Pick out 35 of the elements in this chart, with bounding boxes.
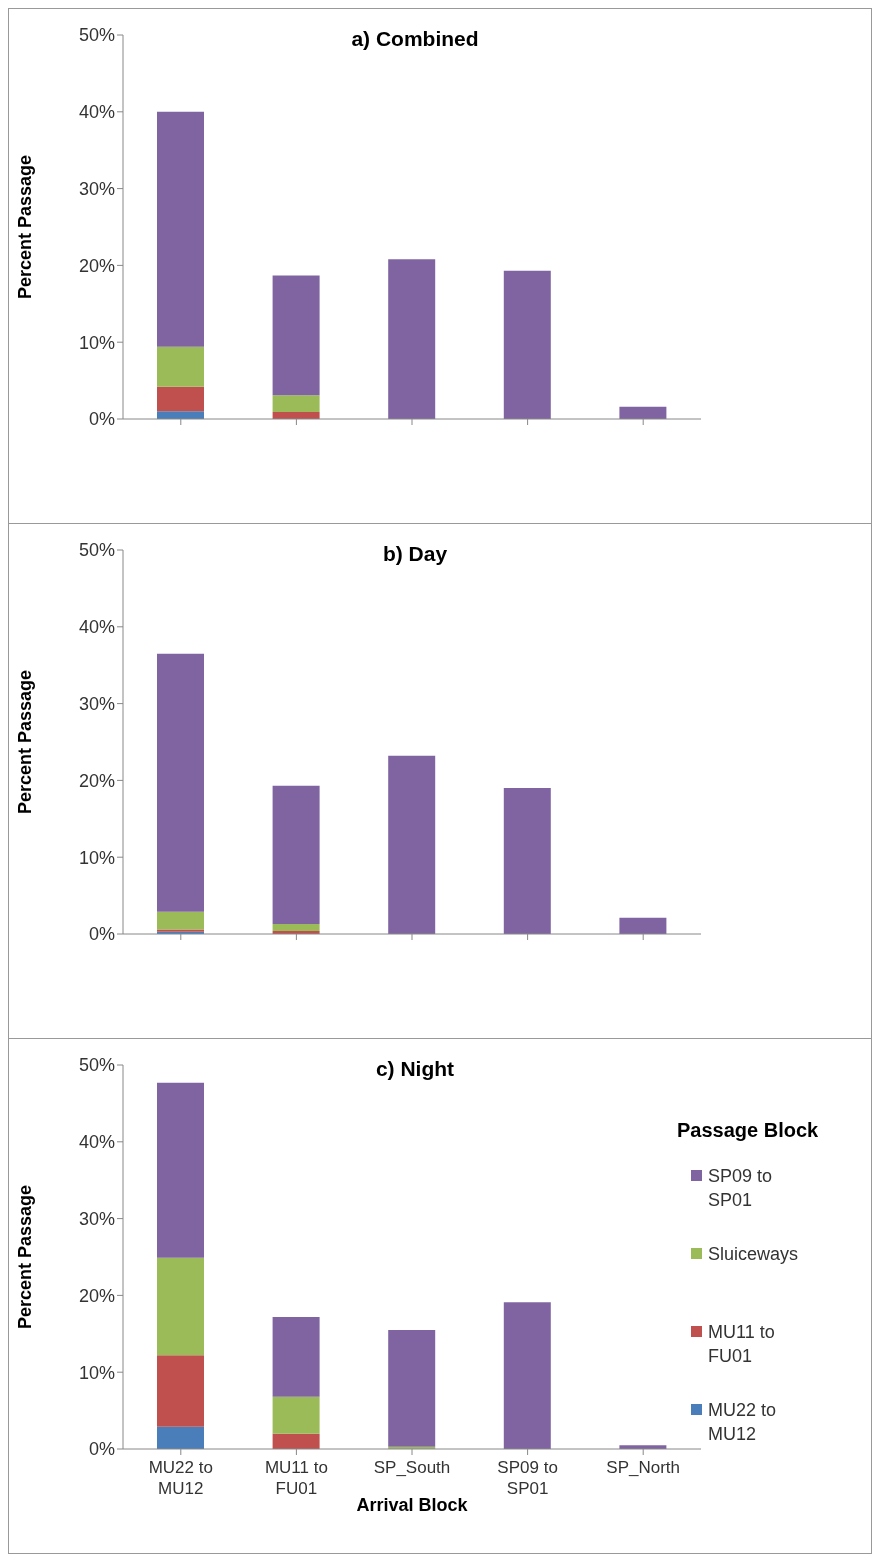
y-axis-title: Percent Passage [15, 1184, 36, 1330]
legend-label: Sluiceways [708, 1243, 799, 1266]
y-tick-label: 10% [78, 847, 115, 868]
y-tick-label: 50% [78, 25, 115, 46]
y-tick-label: 20% [78, 255, 115, 276]
y-tick-label: 50% [78, 540, 115, 561]
y-tick-label: 10% [78, 332, 115, 353]
y-tick-label: 20% [78, 1285, 115, 1306]
x-tick-label: SP_South [373, 1458, 451, 1477]
y-tick-label: 30% [78, 178, 115, 199]
y-tick-label: 50% [78, 1055, 115, 1076]
y-tick-label: 30% [78, 693, 115, 714]
x-tick-label: SP09 to SP01 [497, 1458, 558, 1498]
y-tick-label: 40% [78, 1132, 115, 1153]
x-tick-label: MU11 to FU01 [264, 1458, 328, 1498]
y-tick-label: 0% [88, 409, 115, 430]
x-tick-label: MU22 to MU12 [148, 1458, 213, 1498]
y-tick-label: 20% [78, 770, 115, 791]
y-tick-label: 40% [78, 617, 115, 638]
legend-label: SP09 to SP01 [708, 1165, 774, 1212]
chart-title: a) Combined [350, 27, 480, 51]
y-tick-label: 0% [88, 924, 115, 945]
y-tick-label: 0% [88, 1439, 115, 1460]
y-axis-title: Percent Passage [15, 154, 36, 300]
y-tick-label: 10% [78, 1362, 115, 1383]
legend-label: MU22 to MU12 [708, 1399, 778, 1446]
legend-label: MU11 to FU01 [708, 1321, 776, 1368]
legend-title: Passage Block [677, 1119, 820, 1142]
x-tick-label: SP_North [606, 1458, 681, 1477]
y-tick-label: 40% [78, 102, 115, 123]
chart-title: b) Day [381, 542, 449, 566]
y-tick-label: 30% [78, 1208, 115, 1229]
y-axis-title: Percent Passage [15, 669, 36, 815]
chart-title: c) Night [374, 1057, 456, 1081]
x-axis-title: Arrival Block [356, 1495, 469, 1515]
